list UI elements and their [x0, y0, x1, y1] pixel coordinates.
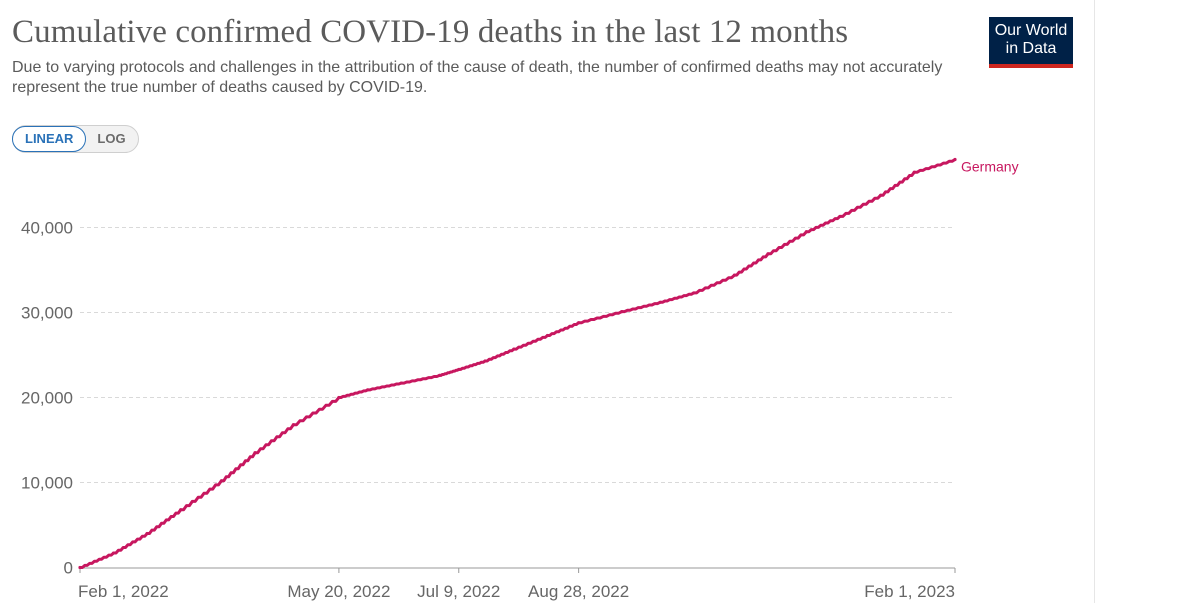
scale-toggle: LINEAR LOG — [12, 125, 139, 153]
data-point[interactable] — [219, 479, 224, 483]
logo-line-1: Our World — [994, 22, 1068, 39]
data-point[interactable] — [692, 291, 696, 295]
data-point[interactable] — [437, 373, 442, 377]
data-point[interactable] — [253, 451, 257, 455]
data-point[interactable] — [766, 252, 770, 256]
data-point[interactable] — [366, 388, 370, 392]
data-point[interactable] — [577, 321, 581, 325]
data-point[interactable] — [399, 381, 403, 385]
owid-logo[interactable]: Our World in Data — [989, 17, 1073, 68]
scale-linear-button[interactable]: LINEAR — [12, 126, 87, 152]
data-point[interactable] — [179, 508, 183, 512]
data-point[interactable] — [78, 565, 82, 570]
chart-subtitle: Due to varying protocols and challenges … — [12, 59, 943, 96]
y-tick-label: 30,000 — [21, 304, 73, 323]
panel-divider — [1094, 0, 1095, 603]
data-point[interactable] — [457, 367, 461, 372]
series-label: Germany — [961, 159, 1019, 175]
data-point[interactable] — [291, 423, 295, 427]
data-point[interactable] — [483, 359, 487, 363]
data-point[interactable] — [804, 230, 808, 234]
data-point[interactable] — [111, 551, 116, 555]
x-tick-label: Aug 28, 2022 — [528, 582, 629, 601]
gridlines — [80, 227, 955, 483]
series-layer: Germany — [78, 157, 1019, 570]
data-point[interactable] — [337, 395, 341, 400]
axes: 0 10,000 20,000 30,000 40,000 Feb 1, 2022 May … — [21, 219, 956, 601]
data-point[interactable] — [620, 310, 624, 314]
x-tick-label: May 20, 2022 — [287, 582, 390, 601]
data-point[interactable] — [512, 347, 516, 351]
x-tick-label: Jul 9, 2022 — [417, 582, 500, 601]
x-tick-label: Feb 1, 2022 — [78, 582, 169, 601]
data-point[interactable] — [545, 333, 550, 338]
scale-log-button[interactable]: LOG — [97, 131, 126, 146]
data-point[interactable] — [838, 214, 842, 219]
data-point[interactable] — [912, 170, 916, 174]
chart-title: Cumulative confirmed COVID-19 deaths in … — [12, 14, 849, 50]
y-tick-label: 0 — [64, 559, 73, 578]
y-tick-label: 20,000 — [21, 389, 73, 408]
data-point[interactable] — [879, 193, 883, 197]
data-point[interactable] — [145, 531, 149, 536]
data-point[interactable] — [732, 273, 737, 277]
y-tick-label: 10,000 — [21, 474, 73, 493]
data-point[interactable] — [953, 157, 957, 162]
logo-line-2: in Data — [1005, 40, 1057, 57]
data-point[interactable] — [658, 300, 662, 304]
series-line-germany[interactable] — [78, 158, 957, 569]
logo-accent-bar — [989, 64, 1073, 68]
y-tick-label: 40,000 — [21, 219, 73, 238]
x-tick-label: Feb 1, 2023 — [864, 582, 955, 601]
